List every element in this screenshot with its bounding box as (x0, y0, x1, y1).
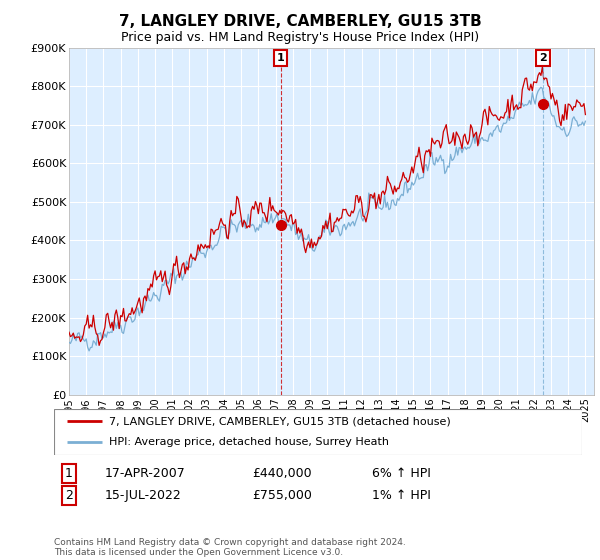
Text: £440,000: £440,000 (252, 466, 311, 480)
Text: 17-APR-2007: 17-APR-2007 (105, 466, 186, 480)
Text: 7, LANGLEY DRIVE, CAMBERLEY, GU15 3TB (detached house): 7, LANGLEY DRIVE, CAMBERLEY, GU15 3TB (d… (109, 416, 451, 426)
Text: 1% ↑ HPI: 1% ↑ HPI (372, 489, 431, 502)
Text: 15-JUL-2022: 15-JUL-2022 (105, 489, 182, 502)
Text: Contains HM Land Registry data © Crown copyright and database right 2024.
This d: Contains HM Land Registry data © Crown c… (54, 538, 406, 557)
Text: HPI: Average price, detached house, Surrey Heath: HPI: Average price, detached house, Surr… (109, 437, 389, 447)
Text: 2: 2 (65, 489, 73, 502)
Text: 7, LANGLEY DRIVE, CAMBERLEY, GU15 3TB: 7, LANGLEY DRIVE, CAMBERLEY, GU15 3TB (119, 14, 481, 29)
Text: 6% ↑ HPI: 6% ↑ HPI (372, 466, 431, 480)
Text: 1: 1 (65, 466, 73, 480)
Text: 2: 2 (539, 53, 547, 63)
Text: Price paid vs. HM Land Registry's House Price Index (HPI): Price paid vs. HM Land Registry's House … (121, 31, 479, 44)
Text: 1: 1 (277, 53, 284, 63)
Text: £755,000: £755,000 (252, 489, 312, 502)
